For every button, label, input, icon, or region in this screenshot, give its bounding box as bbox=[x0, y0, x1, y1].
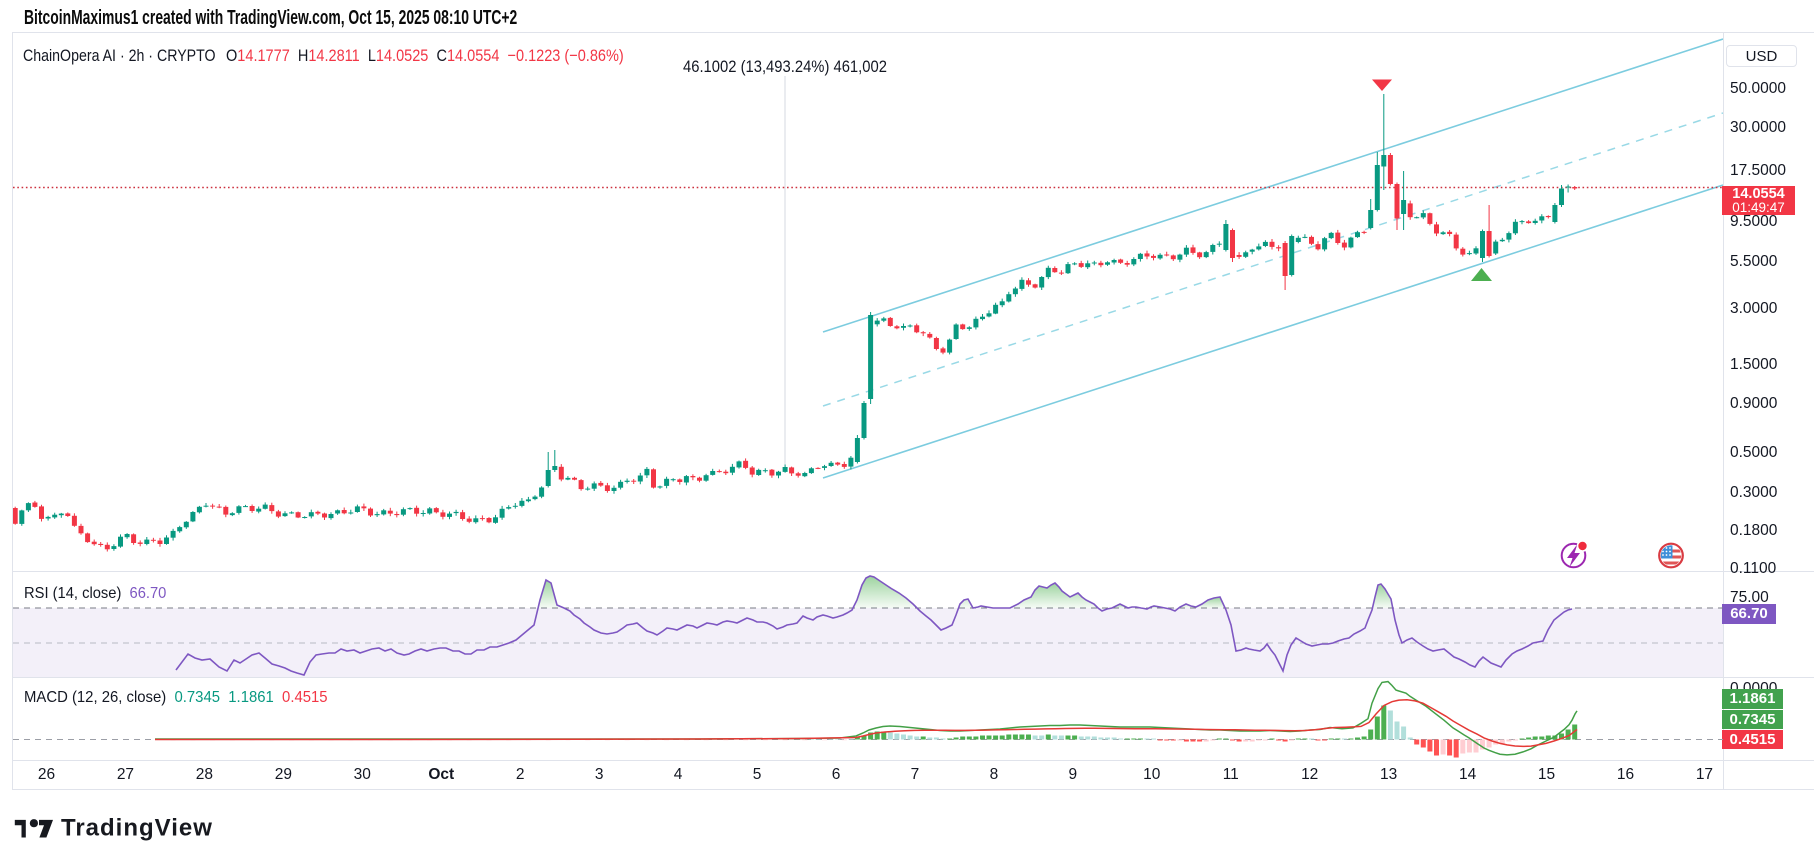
svg-text:TradingView: TradingView bbox=[61, 815, 213, 842]
